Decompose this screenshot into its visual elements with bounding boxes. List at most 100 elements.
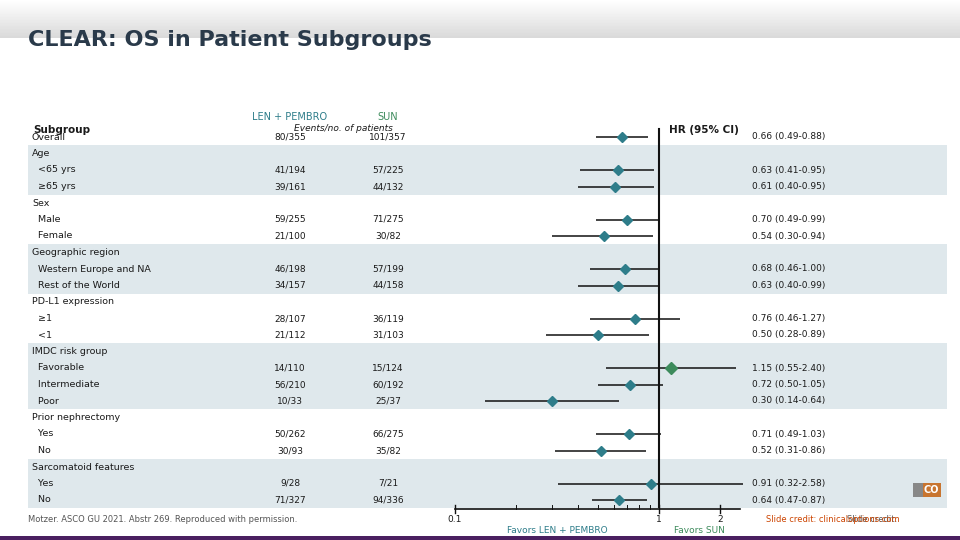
- Bar: [0, 32, 960, 33]
- Text: 0.63 (0.41-0.95): 0.63 (0.41-0.95): [752, 165, 826, 174]
- Text: Favorable: Favorable: [32, 363, 84, 373]
- Text: Rest of the World: Rest of the World: [32, 281, 120, 290]
- Text: 46/198: 46/198: [275, 265, 306, 273]
- Text: CO: CO: [924, 485, 940, 495]
- Text: 0.1: 0.1: [447, 515, 462, 524]
- Bar: [28, 145, 947, 162]
- Bar: [0, 31, 960, 32]
- Text: 0.68 (0.46-1.00): 0.68 (0.46-1.00): [752, 265, 826, 273]
- Text: No: No: [32, 496, 51, 504]
- Text: 57/225: 57/225: [372, 165, 404, 174]
- Text: 25/37: 25/37: [375, 396, 401, 406]
- Text: 80/355: 80/355: [275, 132, 306, 141]
- Text: ≥1: ≥1: [32, 314, 52, 323]
- Text: 94/336: 94/336: [372, 496, 404, 504]
- Text: 10/33: 10/33: [277, 396, 303, 406]
- Text: 0.30 (0.14-0.64): 0.30 (0.14-0.64): [752, 396, 826, 406]
- Text: Events/no. of patients: Events/no. of patients: [294, 124, 393, 133]
- Text: 66/275: 66/275: [372, 429, 404, 438]
- Text: 0.76 (0.46-1.27): 0.76 (0.46-1.27): [752, 314, 826, 323]
- Text: 44/132: 44/132: [372, 182, 404, 191]
- Bar: [0, 30, 960, 31]
- Text: 1: 1: [656, 515, 661, 524]
- Bar: [0, 10, 960, 11]
- Bar: [0, 6, 960, 7]
- Text: 101/357: 101/357: [370, 132, 407, 141]
- Text: 0.91 (0.32-2.58): 0.91 (0.32-2.58): [752, 479, 826, 488]
- Bar: [0, 25, 960, 26]
- Bar: [0, 8, 960, 9]
- Text: CLEAR: OS in Patient Subgroups: CLEAR: OS in Patient Subgroups: [28, 30, 432, 50]
- Bar: [28, 475, 947, 492]
- Text: SUN: SUN: [377, 112, 398, 122]
- Text: 0.63 (0.40-0.99): 0.63 (0.40-0.99): [752, 281, 826, 290]
- Bar: [28, 178, 947, 195]
- Text: No: No: [32, 446, 51, 455]
- Bar: [0, 3, 960, 4]
- Text: Favors SUN: Favors SUN: [674, 526, 725, 535]
- Text: Poor: Poor: [32, 396, 59, 406]
- Text: 30/93: 30/93: [277, 446, 303, 455]
- Bar: [0, 33, 960, 34]
- Bar: [0, 24, 960, 25]
- Text: PD-L1 expression: PD-L1 expression: [32, 298, 114, 307]
- Bar: [28, 261, 947, 277]
- Bar: [0, 18, 960, 19]
- Bar: [0, 11, 960, 12]
- Text: Western Europe and NA: Western Europe and NA: [32, 265, 151, 273]
- Bar: [28, 492, 947, 508]
- Text: 0.54 (0.30-0.94): 0.54 (0.30-0.94): [752, 232, 826, 240]
- Bar: [0, 26, 960, 27]
- Text: 21/100: 21/100: [275, 232, 306, 240]
- Text: Female: Female: [32, 232, 72, 240]
- Bar: [0, 23, 960, 24]
- Bar: [0, 12, 960, 13]
- Text: 0.64 (0.47-0.87): 0.64 (0.47-0.87): [752, 496, 826, 504]
- Text: 36/119: 36/119: [372, 314, 404, 323]
- Text: Prior nephrectomy: Prior nephrectomy: [32, 413, 120, 422]
- Bar: [28, 244, 947, 261]
- Bar: [0, 34, 960, 35]
- Bar: [0, 21, 960, 22]
- Text: 0.66 (0.49-0.88): 0.66 (0.49-0.88): [752, 132, 826, 141]
- Text: 44/158: 44/158: [372, 281, 404, 290]
- Bar: [0, 15, 960, 16]
- Text: ≥65 yrs: ≥65 yrs: [32, 182, 76, 191]
- Bar: [0, 22, 960, 23]
- Text: 31/103: 31/103: [372, 330, 404, 340]
- Text: 9/28: 9/28: [280, 479, 300, 488]
- Bar: [28, 277, 947, 294]
- Text: Geographic region: Geographic region: [32, 248, 120, 257]
- Bar: [0, 13, 960, 14]
- Bar: [0, 14, 960, 15]
- Text: Slide credit:: Slide credit:: [847, 515, 900, 524]
- Text: Yes: Yes: [32, 429, 54, 438]
- Text: IMDC risk group: IMDC risk group: [32, 347, 108, 356]
- Bar: [28, 343, 947, 360]
- Text: Overall: Overall: [32, 132, 66, 141]
- Text: LEN + PEMBRO: LEN + PEMBRO: [252, 112, 327, 122]
- Text: 50/262: 50/262: [275, 429, 305, 438]
- Bar: [923, 483, 941, 497]
- Text: 34/157: 34/157: [275, 281, 306, 290]
- Text: 28/107: 28/107: [275, 314, 306, 323]
- Bar: [0, 37, 960, 38]
- Bar: [0, 2, 960, 3]
- Text: Male: Male: [32, 215, 60, 224]
- Bar: [0, 19, 960, 21]
- Text: 0.61 (0.40-0.95): 0.61 (0.40-0.95): [752, 182, 826, 191]
- Bar: [28, 360, 947, 376]
- Bar: [0, 16, 960, 17]
- Text: 57/199: 57/199: [372, 265, 404, 273]
- Text: Favors LEN + PEMBRO: Favors LEN + PEMBRO: [507, 526, 608, 535]
- Text: 39/161: 39/161: [275, 182, 306, 191]
- Text: HR (95% CI): HR (95% CI): [669, 125, 739, 135]
- Text: 71/275: 71/275: [372, 215, 404, 224]
- Text: Age: Age: [32, 149, 50, 158]
- Text: Yes: Yes: [32, 479, 54, 488]
- Bar: [0, 0, 960, 1]
- Bar: [0, 36, 960, 37]
- Text: Sarcomatoid features: Sarcomatoid features: [32, 462, 134, 471]
- Bar: [28, 162, 947, 178]
- Bar: [28, 459, 947, 475]
